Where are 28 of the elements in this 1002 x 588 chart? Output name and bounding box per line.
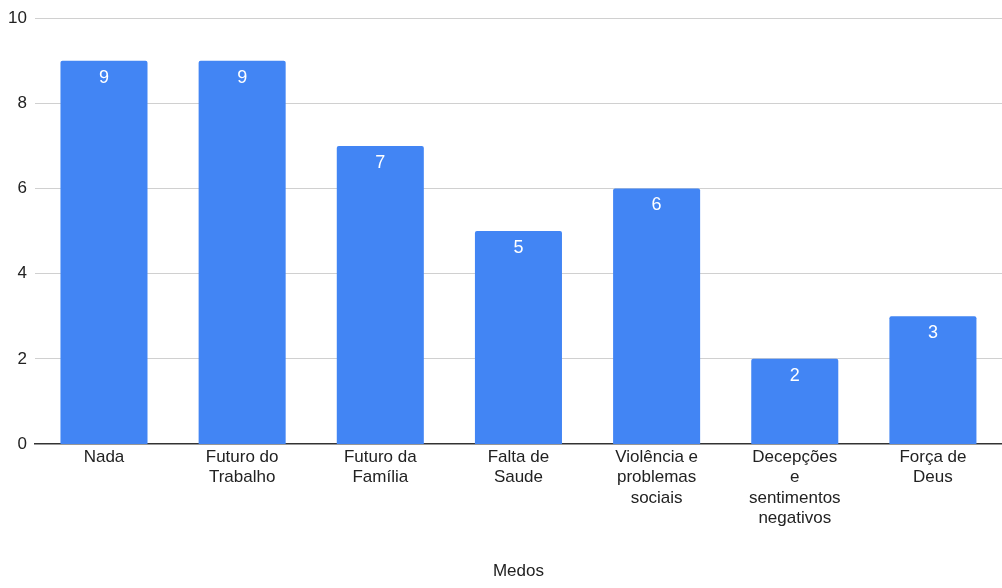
bar bbox=[613, 188, 701, 444]
y-tick-label: 0 bbox=[17, 433, 27, 453]
x-tick-label: Futuro do Trabalho bbox=[205, 446, 279, 487]
x-tick-label: Força de Deus bbox=[899, 446, 967, 487]
bar bbox=[889, 316, 977, 444]
bar bbox=[474, 231, 562, 444]
y-tick-label: 2 bbox=[17, 348, 27, 368]
data-label: 2 bbox=[789, 364, 800, 385]
data-label: 9 bbox=[237, 66, 248, 87]
data-label: 5 bbox=[513, 237, 524, 258]
bar bbox=[198, 60, 286, 444]
y-tick-label: 10 bbox=[7, 7, 27, 27]
x-tick-label: Falta de Saude bbox=[487, 446, 550, 487]
x-tick-label: Decepções e sentimentos negativos bbox=[748, 446, 841, 528]
y-tick-label: 6 bbox=[17, 178, 27, 198]
data-label: 3 bbox=[927, 322, 938, 343]
bar bbox=[751, 358, 839, 444]
x-tick-label: Futuro da Família bbox=[343, 446, 418, 487]
bar bbox=[336, 145, 424, 444]
data-label: 6 bbox=[651, 194, 662, 215]
x-axis-title: Medos bbox=[492, 561, 544, 581]
y-tick-label: 4 bbox=[17, 263, 27, 283]
x-tick-label: Violência e problemas sociais bbox=[615, 446, 699, 507]
bar bbox=[60, 60, 148, 444]
y-tick-label: 8 bbox=[17, 93, 27, 113]
x-tick-label: Nada bbox=[83, 446, 125, 466]
data-label: 7 bbox=[375, 151, 386, 172]
data-label: 9 bbox=[98, 66, 109, 87]
